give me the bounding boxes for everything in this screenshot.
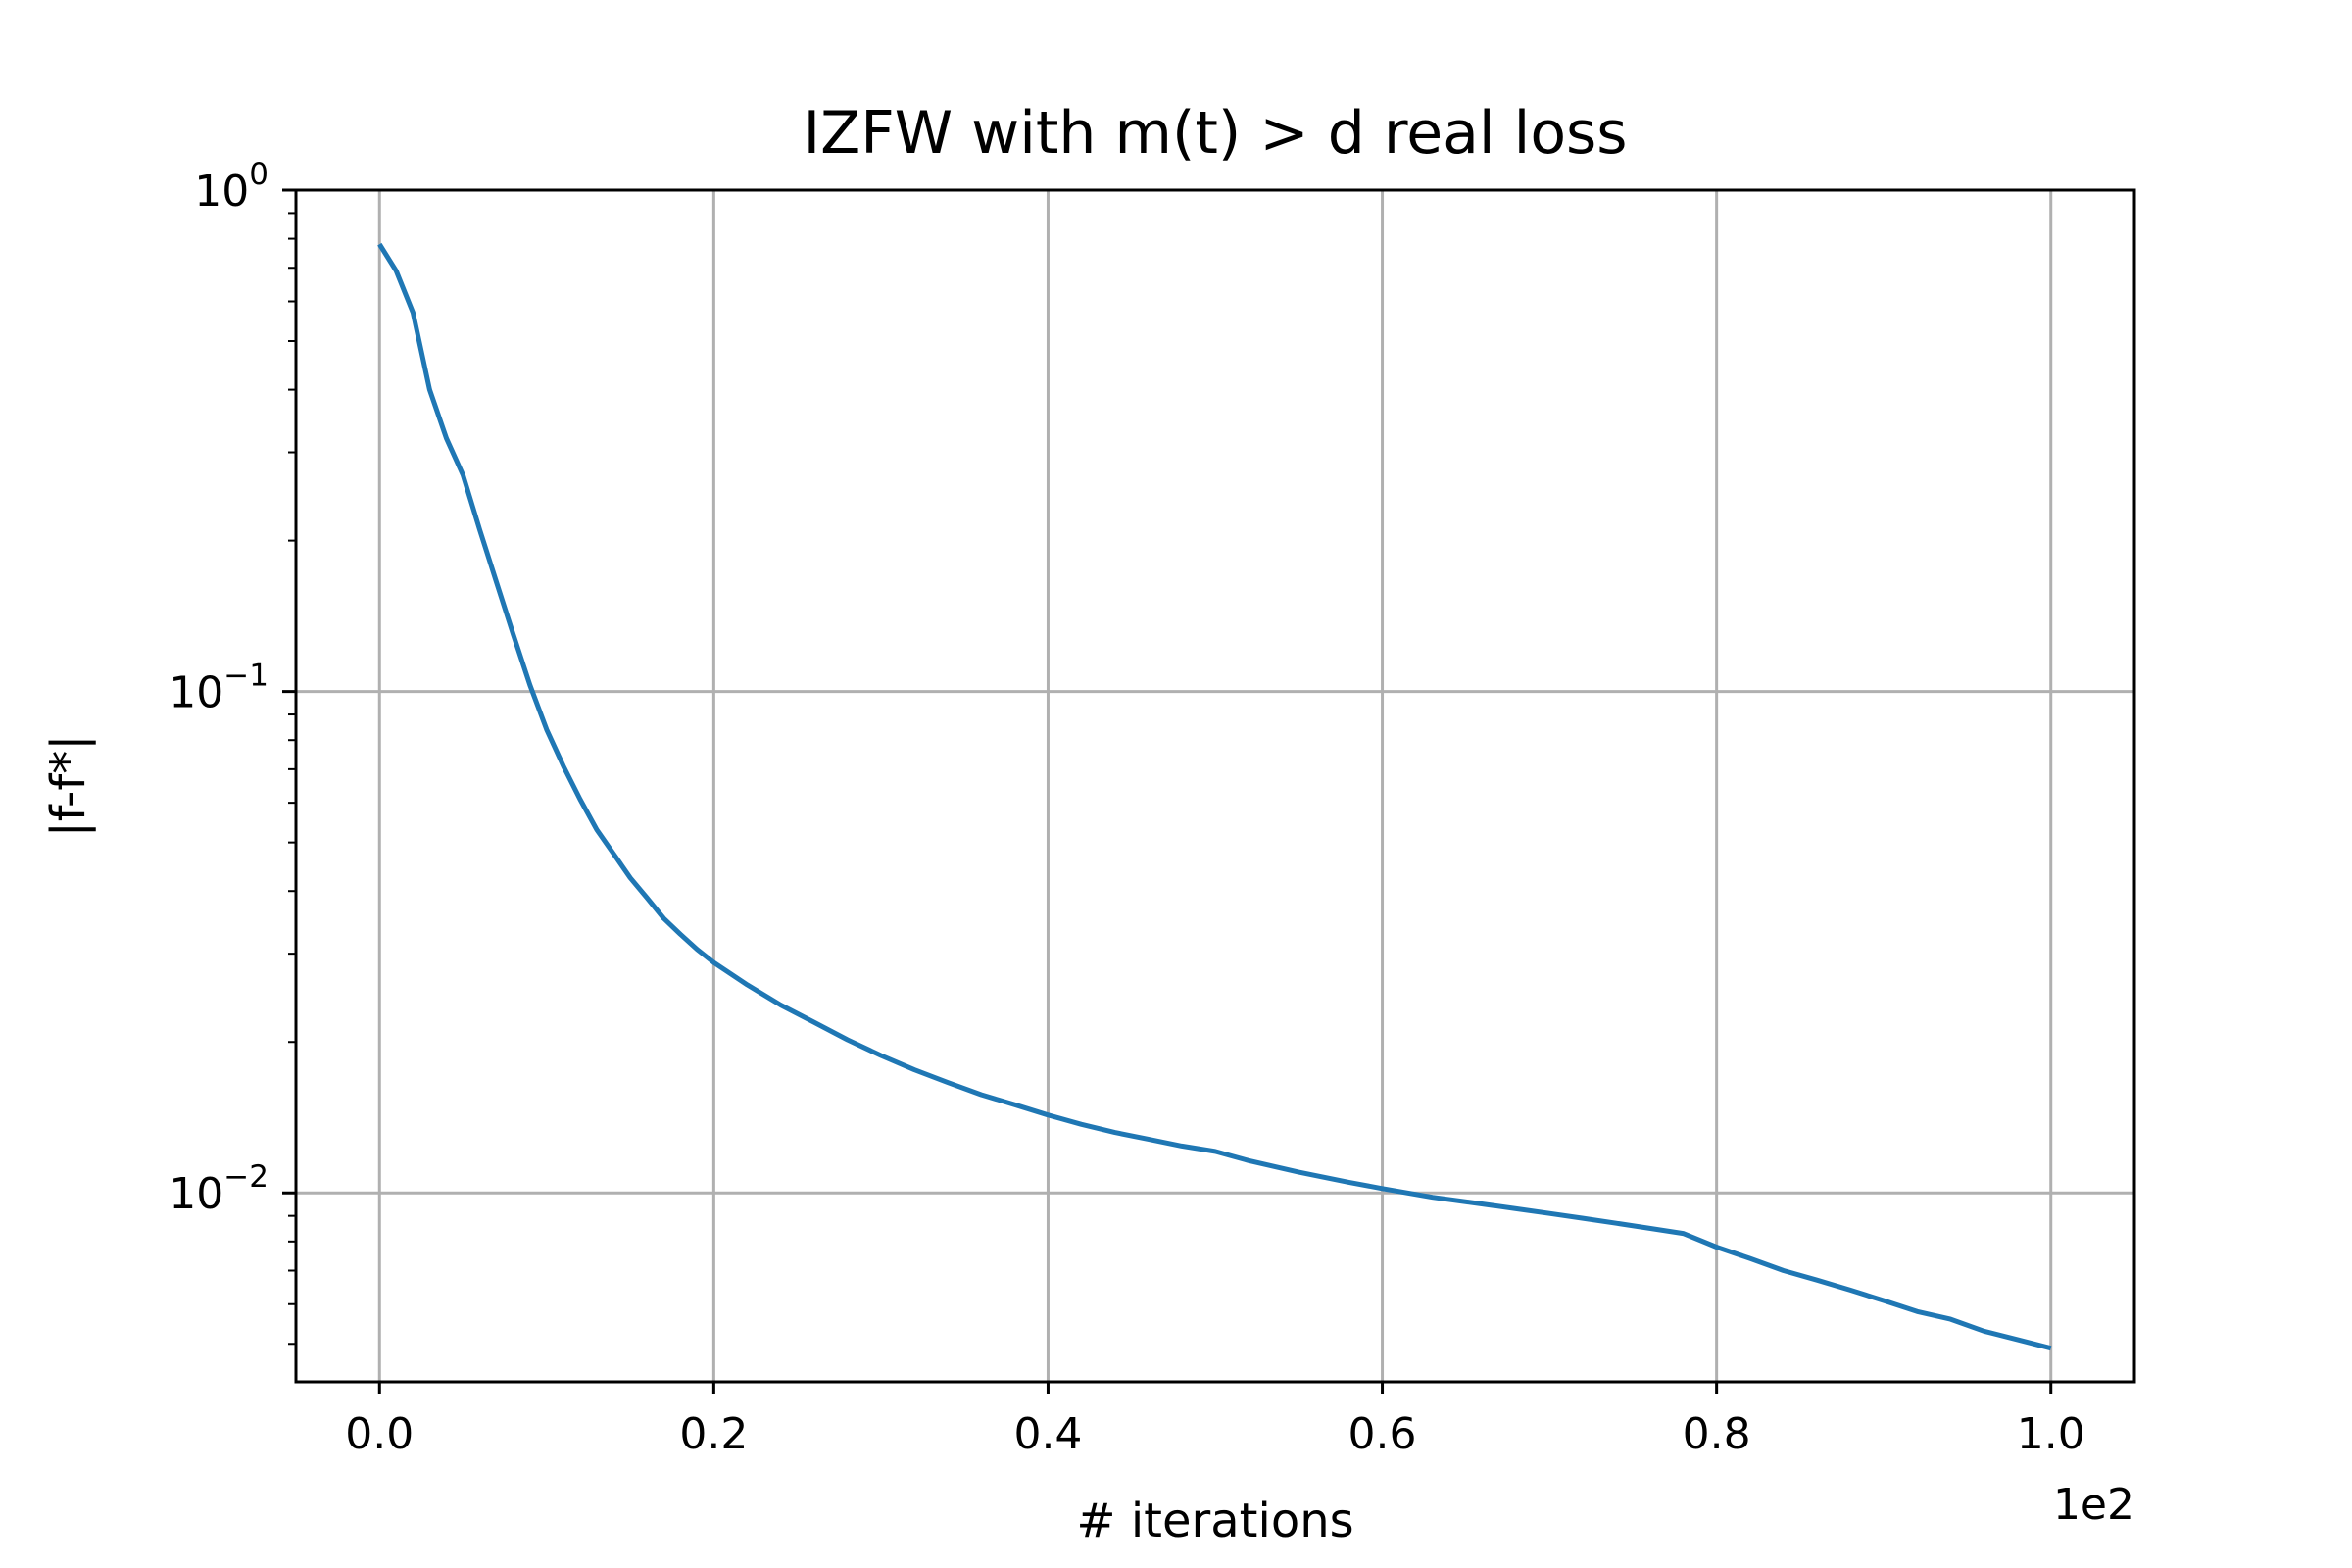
x-tick-label: 0.4 <box>1013 1409 1082 1459</box>
axis-ticks: 0.0 0.2 0.4 0.6 0.8 1.0 100 10−1 10−2 <box>169 157 2084 1459</box>
x-axis-label: # iterations <box>1076 1494 1353 1548</box>
series-line <box>377 242 2052 1351</box>
x-tick-label: 0.8 <box>1683 1409 1751 1459</box>
grid-lines <box>296 190 2134 1382</box>
y-axis-label: |f-f*| <box>41 735 96 838</box>
plot-frame <box>294 188 2136 1384</box>
x-tick-label: 0.2 <box>679 1409 748 1459</box>
y-tick-label: 100 <box>194 157 269 217</box>
x-tick-label: 0.6 <box>1348 1409 1417 1459</box>
data-series <box>377 242 2052 1351</box>
chart-title: IZFW with m(t) > d real loss <box>803 99 1627 168</box>
y-tick-label: 10−1 <box>169 659 269 718</box>
y-tick-label: 10−2 <box>169 1159 269 1219</box>
x-tick-label: 1.0 <box>2017 1409 2085 1459</box>
x-offset-label: 1e2 <box>2053 1480 2134 1530</box>
x-tick-label: 0.0 <box>345 1409 414 1459</box>
